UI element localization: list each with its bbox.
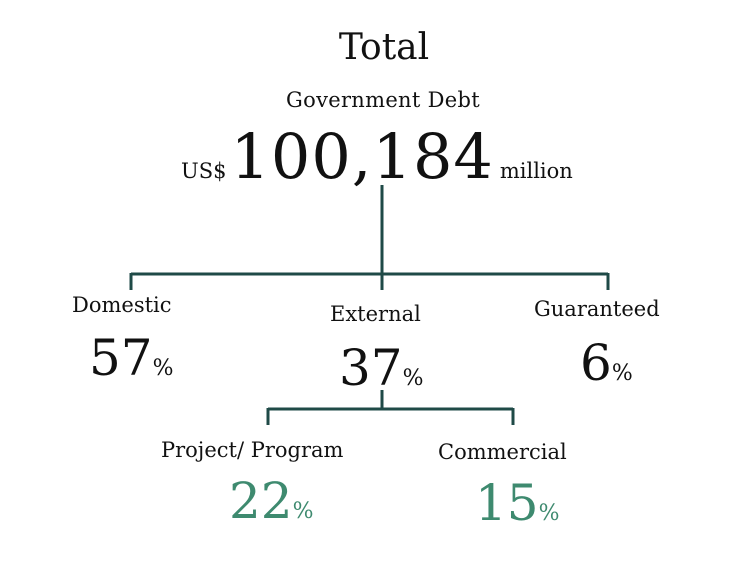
- project-program-unit: %: [292, 499, 314, 524]
- project-program-percentage: 22%: [229, 472, 314, 530]
- guaranteed-percentage: 6%: [580, 334, 633, 392]
- guaranteed-label: Guaranteed: [534, 297, 660, 321]
- diagram-title: Total: [338, 27, 430, 68]
- domestic-label: Domestic: [72, 293, 172, 317]
- commercial-unit: %: [538, 501, 560, 526]
- external-value: 37: [339, 339, 403, 397]
- commercial-label: Commercial: [438, 440, 567, 464]
- project-program-label: Project/ Program: [161, 438, 344, 462]
- unit-label: million: [499, 159, 573, 183]
- currency-label: US$: [181, 159, 227, 183]
- domestic-percentage: 57%: [89, 329, 174, 387]
- total-value: 100,184: [230, 120, 494, 193]
- domestic-unit: %: [152, 356, 174, 381]
- commercial-value: 15: [475, 474, 539, 532]
- total-debt-amount: US$ 100,184 million: [181, 120, 573, 193]
- external-percentage: 37%: [339, 339, 424, 397]
- commercial-percentage: 15%: [475, 474, 560, 532]
- domestic-value: 57: [89, 329, 153, 387]
- diagram-subtitle: Government Debt: [286, 88, 480, 112]
- external-unit: %: [402, 366, 424, 391]
- external-label: External: [330, 302, 421, 326]
- project-program-value: 22: [229, 472, 293, 530]
- guaranteed-value: 6: [580, 334, 612, 392]
- guaranteed-unit: %: [611, 361, 633, 386]
